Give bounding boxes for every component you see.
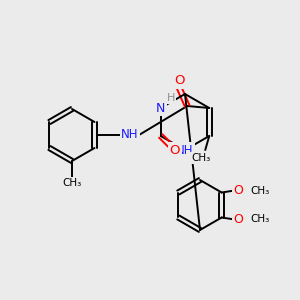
Text: O: O (234, 213, 244, 226)
Text: H: H (167, 93, 175, 103)
Text: CH₃: CH₃ (250, 214, 269, 224)
Text: NH: NH (176, 143, 194, 157)
Text: CH₃: CH₃ (62, 178, 82, 188)
Text: CH₃: CH₃ (192, 153, 211, 163)
Text: O: O (234, 184, 244, 197)
Text: O: O (169, 143, 180, 157)
Text: CH₃: CH₃ (250, 185, 269, 196)
Text: O: O (174, 74, 184, 88)
Text: NH: NH (121, 128, 139, 142)
Text: N: N (156, 101, 165, 115)
